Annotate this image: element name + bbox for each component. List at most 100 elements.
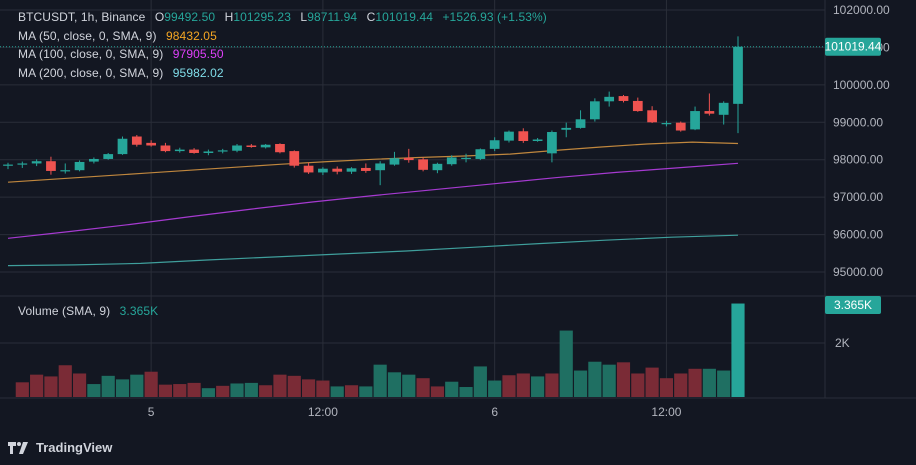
ma50-label: MA (50, close, 0, SMA, 9) [18, 29, 157, 43]
volume-bar [187, 382, 201, 397]
volume-bar [144, 371, 158, 397]
candle-body [561, 127, 572, 130]
tradingview-brand[interactable]: TradingView [8, 440, 112, 455]
candle-body [60, 170, 71, 172]
close-value: 101019.44 [375, 10, 433, 24]
volume-bar [631, 373, 645, 397]
candle-body [260, 144, 271, 148]
open-value: 99492.50 [164, 10, 216, 24]
low-value: 98711.94 [307, 10, 358, 24]
candle-body [117, 138, 128, 155]
candle-body [174, 149, 185, 152]
candles [3, 36, 743, 186]
candle-body [675, 122, 686, 131]
volume-bar [101, 375, 115, 397]
volume-bar [244, 382, 258, 397]
candle-body [461, 157, 471, 160]
candle-body [618, 96, 629, 101]
volume-value: 3.365K [119, 304, 159, 318]
price-tick-label: 98000.00 [833, 153, 883, 167]
volume-bar [216, 385, 230, 397]
volume-bar [15, 382, 29, 397]
volume-bar [731, 303, 745, 397]
candle-body [733, 46, 743, 104]
volume-bar [688, 368, 702, 397]
volume-bar [559, 330, 573, 397]
volume-bar [573, 370, 588, 397]
volume-bar [58, 365, 72, 397]
ma200-label: MA (200, close, 0, SMA, 9) [18, 66, 164, 80]
ma100-value: 97905.50 [172, 47, 224, 61]
high-label: H [224, 10, 234, 24]
symbol-label: BTCUSDT, 1h, Binance [18, 10, 146, 24]
moving-averages [7, 141, 739, 267]
candle-body [74, 161, 85, 171]
volume-label: Volume (SMA, 9) [18, 304, 111, 318]
price-tick-label: 97000.00 [833, 190, 883, 204]
candle-body [318, 168, 328, 173]
candle-body [203, 151, 214, 153]
volume-bar [259, 385, 273, 397]
volume-bar [488, 380, 502, 397]
candle-body [504, 131, 514, 141]
volume-bar [717, 370, 731, 397]
high-value: 101295.23 [233, 10, 291, 24]
volume-bar [273, 374, 287, 397]
ma200-legend[interactable]: MA (200, close, 0, SMA, 9) 95982.02 [18, 66, 224, 81]
brand-name: TradingView [36, 440, 113, 455]
candle-body [3, 164, 13, 166]
last-price-tag-label: 101019.44 [825, 40, 882, 54]
candle-body [589, 101, 600, 120]
ma100-legend[interactable]: MA (100, close, 0, SMA, 9) 97905.50 [18, 47, 224, 62]
volume-bar [287, 375, 301, 397]
ma100-line [7, 162, 739, 239]
volume-bar [416, 378, 430, 397]
candle-body [432, 163, 443, 171]
ma50-legend[interactable]: MA (50, close, 0, SMA, 9) 98432.05 [18, 29, 217, 44]
candle-body [246, 145, 257, 147]
volume-tag-label: 3.365K [834, 298, 872, 312]
candle-body [690, 111, 700, 130]
volume-tick-label: 2K [835, 336, 850, 350]
volume-tag [825, 296, 881, 314]
axes: 102000.00101000.00100000.0099000.0098000… [148, 3, 890, 419]
candle-body [346, 168, 357, 172]
candle-body [303, 165, 314, 173]
volume-bars [15, 303, 745, 397]
volume-bar [387, 372, 402, 397]
volume-bar [87, 384, 101, 397]
volume-bar [659, 378, 674, 397]
volume-bar [645, 367, 659, 397]
price-tick-label: 99000.00 [833, 115, 883, 129]
volume-bar [531, 376, 545, 397]
candle-body [31, 161, 42, 164]
candle-body [418, 159, 428, 170]
volume-bar [330, 386, 344, 397]
tradingview-logo-icon [8, 441, 28, 454]
candle-body [704, 111, 715, 114]
volume-bar [445, 381, 459, 397]
candle-body [232, 145, 242, 151]
candle-body [547, 132, 557, 154]
volume-bar [602, 364, 616, 397]
candle-body [475, 149, 486, 159]
candle-body [289, 151, 300, 166]
time-tick-label: 12:00 [308, 405, 338, 419]
candle-body [632, 100, 643, 112]
volume-legend[interactable]: Volume (SMA, 9) 3.365K [18, 304, 158, 319]
price-tick-label: 95000.00 [833, 265, 883, 279]
candle-body [489, 140, 500, 149]
candle-body [661, 123, 672, 125]
volume-bar [302, 379, 316, 397]
candle-body [389, 158, 400, 165]
open-label: O [154, 10, 165, 24]
ma200-line [7, 234, 739, 267]
candle-body [375, 163, 386, 171]
volume-bar [545, 373, 559, 397]
candle-body [275, 143, 285, 153]
volume-bar [502, 375, 516, 397]
volume-bar [674, 373, 688, 397]
price-tick-label: 100000.00 [833, 78, 890, 92]
